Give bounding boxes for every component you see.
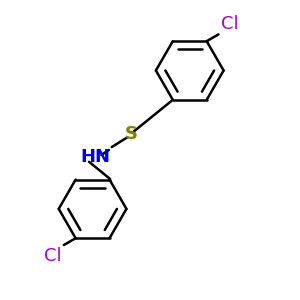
- Text: Cl: Cl: [221, 15, 238, 33]
- Text: Cl: Cl: [44, 247, 62, 265]
- Text: S: S: [124, 125, 137, 143]
- Text: HN: HN: [80, 148, 110, 166]
